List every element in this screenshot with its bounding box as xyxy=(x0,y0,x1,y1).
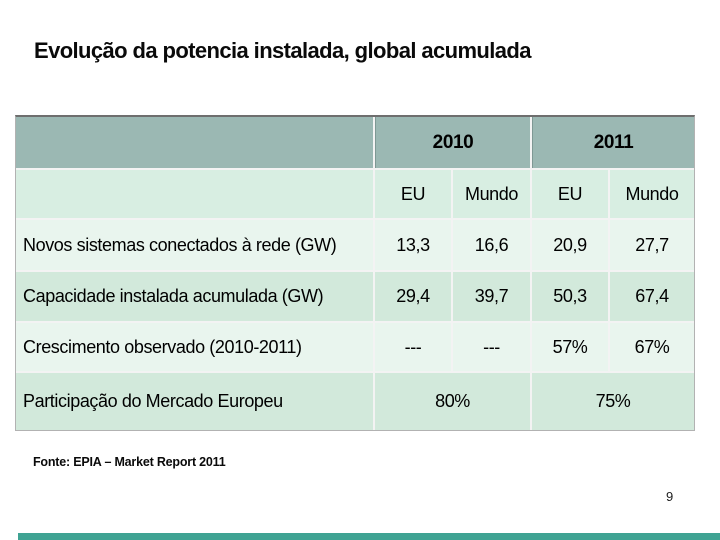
year-2011-header: 2011 xyxy=(532,117,694,168)
page-title: Evolução da potencia instalada, global a… xyxy=(34,38,532,63)
value-growth-eu-2011: 57% xyxy=(532,323,608,371)
row-label-cumulative-capacity: Capacidade instalada acumulada (GW) xyxy=(16,272,373,321)
row-label-new-systems: Novos sistemas conectados à rede (GW) xyxy=(16,220,373,270)
value-new-systems-mundo-2011: 27,7 xyxy=(610,220,694,270)
value-market-share-2010: 80% xyxy=(375,373,530,430)
subheader-mundo-2010: Mundo xyxy=(453,170,530,218)
row-label-eu-market-share: Participação do Mercado Europeu xyxy=(16,373,373,430)
value-capacity-mundo-2011: 67,4 xyxy=(610,272,694,321)
page-number: 9 xyxy=(666,489,674,504)
value-new-systems-eu-2010: 13,3 xyxy=(375,220,451,270)
table-corner-cell xyxy=(16,117,373,168)
value-capacity-eu-2010: 29,4 xyxy=(375,272,451,321)
bottom-accent-bar xyxy=(18,533,720,540)
value-capacity-eu-2011: 50,3 xyxy=(532,272,608,321)
value-growth-eu-2010: --- xyxy=(375,323,451,371)
value-growth-mundo-2010: --- xyxy=(453,323,530,371)
subheader-eu-2010: EU xyxy=(375,170,451,218)
subheader-eu-2011: EU xyxy=(532,170,608,218)
subheader-mundo-2011: Mundo xyxy=(610,170,694,218)
value-market-share-2011: 75% xyxy=(532,373,694,430)
installed-capacity-table: 2010 2011 EU Mundo EU Mundo Novos sistem… xyxy=(15,115,695,431)
subheader-empty-cell xyxy=(16,170,373,218)
value-new-systems-mundo-2010: 16,6 xyxy=(453,220,530,270)
row-label-growth: Crescimento observado (2010-2011) xyxy=(16,323,373,371)
value-capacity-mundo-2010: 39,7 xyxy=(453,272,530,321)
source-note: Fonte: EPIA – Market Report 2011 xyxy=(33,455,226,469)
year-2010-header: 2010 xyxy=(375,117,530,168)
value-growth-mundo-2011: 67% xyxy=(610,323,694,371)
value-new-systems-eu-2011: 20,9 xyxy=(532,220,608,270)
